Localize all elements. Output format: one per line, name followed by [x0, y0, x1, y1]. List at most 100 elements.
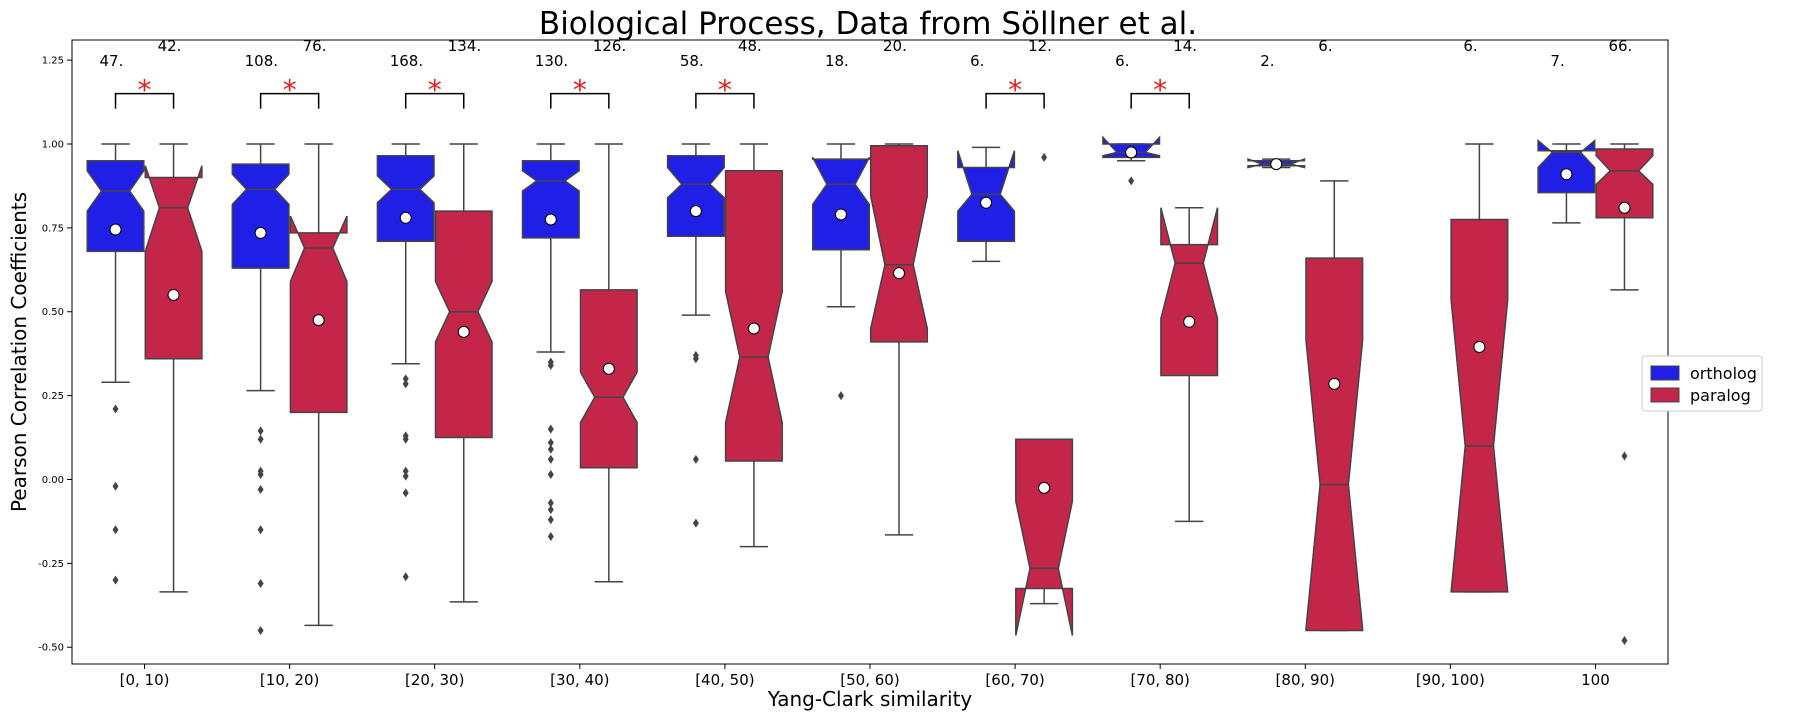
box-paralog: [869, 143, 929, 536]
y-tick-label: 0.25: [42, 391, 64, 402]
sample-count-ortholog: 168.: [390, 52, 423, 70]
outlier-point: [547, 424, 554, 434]
outlier-point: [547, 498, 554, 508]
outlier-point: [402, 374, 409, 384]
notched-box: [1450, 218, 1509, 593]
y-tick-label: 1.00: [42, 140, 64, 151]
notched-box: [521, 160, 580, 239]
outlier-point: [547, 469, 554, 479]
box-ortholog: [811, 143, 871, 401]
mean-marker: [1038, 481, 1051, 494]
box-paralog: [724, 143, 783, 548]
notched-box: [1160, 207, 1219, 377]
mean-marker: [254, 226, 267, 239]
outlier-point: [112, 525, 119, 535]
mean-marker: [544, 213, 557, 226]
notched-box: [86, 160, 145, 253]
significance-bracket: [550, 92, 610, 109]
box-plots: [86, 135, 1654, 646]
x-tick-label: [40, 50): [695, 671, 754, 689]
significance-bracket: [259, 92, 320, 109]
box-ortholog: [376, 143, 435, 582]
x-tick-label: [10, 20): [260, 671, 319, 689]
box-ortholog: [1247, 158, 1306, 171]
outlier-point: [257, 485, 264, 495]
box-ortholog: [957, 146, 1016, 263]
notched-box: [231, 163, 290, 269]
box-paralog: [434, 143, 493, 603]
y-axis-label: Pearson Correlation Coefficients: [7, 192, 31, 512]
outlier-point: [1621, 636, 1628, 646]
box-ortholog: [666, 143, 725, 528]
outlier-point: [112, 481, 119, 491]
sample-count-paralog: 12.: [1028, 37, 1052, 55]
chart-title: Biological Process, Data from Söllner et…: [539, 6, 1197, 42]
outlier-point: [1621, 451, 1628, 461]
outlier-point: [402, 379, 409, 389]
x-tick-label: [30, 40): [550, 671, 609, 689]
significance-bracket: [985, 92, 1045, 109]
outlier-point: [257, 426, 264, 436]
outlier-point: [692, 518, 699, 528]
box-paralog: [289, 143, 348, 627]
legend-label-paralog: paralog: [1690, 386, 1751, 405]
sample-count-ortholog: 7.: [1550, 52, 1564, 70]
sample-count-paralog: 6.: [1318, 37, 1332, 55]
x-tick-label: [70, 80): [1130, 671, 1189, 689]
x-tick-label: [60, 70): [985, 671, 1044, 689]
x-tick-label: [90, 100): [1416, 671, 1485, 689]
y-tick-label: 0.50: [42, 307, 64, 318]
notched-box: [376, 154, 435, 243]
mean-marker: [1125, 146, 1138, 159]
mean-marker: [747, 322, 760, 335]
box-paralog: [144, 143, 203, 593]
notched-box: [1595, 148, 1654, 219]
legend-swatch-ortholog: [1650, 365, 1680, 381]
sample-count-ortholog: 130.: [535, 52, 568, 70]
notched-box: [724, 170, 783, 462]
sample-count-ortholog: 47.: [100, 52, 124, 70]
outlier-point: [402, 471, 409, 481]
mean-marker: [312, 314, 325, 327]
outlier-point: [112, 404, 119, 414]
y-tick-label: -0.50: [38, 643, 64, 654]
box-ortholog: [1537, 138, 1596, 224]
outlier-point: [547, 454, 554, 464]
outlier-point: [402, 572, 409, 582]
sample-count-paralog: 14.: [1173, 37, 1197, 55]
significance-bracket: [1130, 92, 1190, 109]
mean-marker: [1473, 340, 1486, 353]
x-tick-label: [20, 30): [405, 671, 464, 689]
mean-marker: [893, 267, 906, 280]
mean-marker: [1618, 201, 1631, 214]
mean-marker: [109, 223, 122, 236]
sample-count-ortholog: 58.: [680, 52, 704, 70]
sample-count-paralog: 42.: [158, 37, 182, 55]
x-axis: [0, 10) [10, 20) [20, 30) [30, 40) [40, 50) […: [120, 664, 1610, 689]
mean-marker: [1328, 377, 1341, 390]
notched-box: [957, 150, 1016, 243]
sample-count-ortholog: 108.: [245, 52, 278, 70]
significance-annotations: 47. 108. 168. 130. 58. 18. 6. 6. 2. 7. 42. 76. 134. 1…: [100, 37, 1632, 109]
sample-count-paralog: 126.: [593, 37, 626, 55]
legend-swatch-paralog: [1650, 387, 1680, 403]
x-tick-label: 100: [1581, 671, 1610, 689]
significance-star: *: [138, 74, 152, 107]
significance-star: *: [283, 74, 297, 107]
outlier-point: [547, 438, 554, 448]
significance-bracket: [695, 92, 755, 109]
x-tick-label: [50, 60): [840, 671, 899, 689]
box-paralog: [1595, 143, 1654, 646]
mean-marker: [1183, 315, 1196, 328]
sample-count-ortholog: 6.: [1115, 52, 1129, 70]
notched-box: [579, 289, 638, 469]
box-ortholog: [86, 143, 145, 585]
outlier-point: [547, 444, 554, 454]
significance-star: *: [428, 74, 442, 107]
box-paralog: [1450, 143, 1509, 593]
notched-box: [1537, 138, 1596, 194]
outlier-point: [257, 578, 264, 588]
x-axis-label: Yang-Clark similarity: [767, 687, 973, 711]
outlier-point: [402, 466, 409, 476]
